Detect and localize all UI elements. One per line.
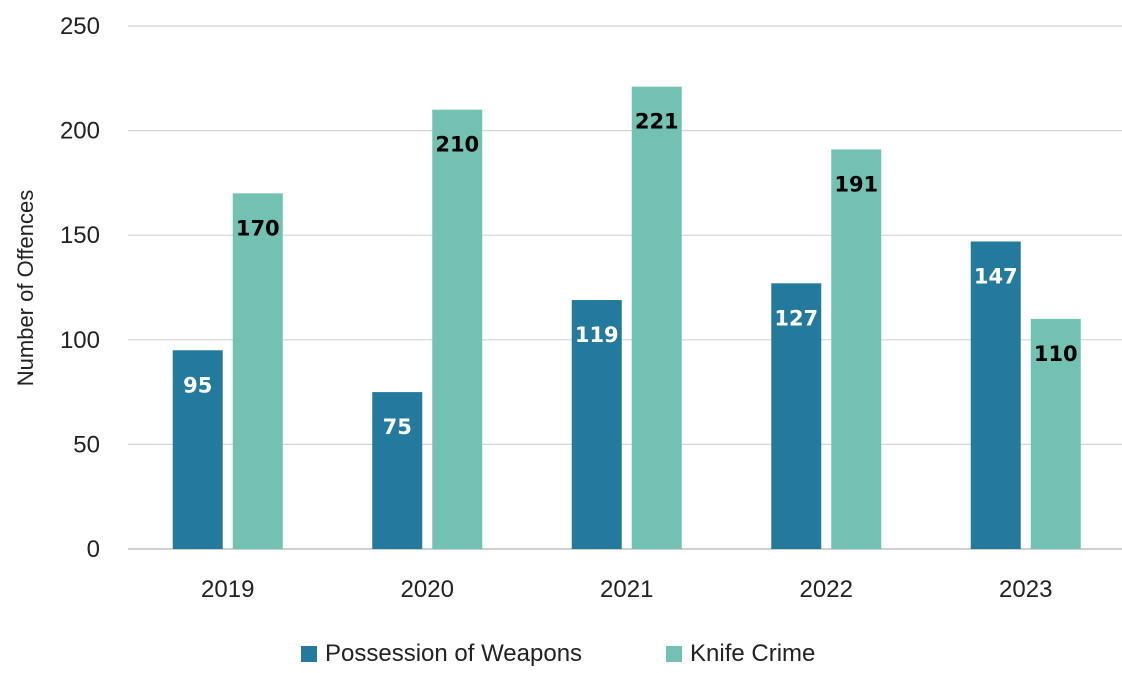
bar-knife-crime-2021 [631,86,682,549]
data-labels: 95 170 75 210 119 221 127 191 147 110 [183,110,1078,439]
legend-label: Knife Crime [690,640,815,667]
legend-swatch [301,646,317,662]
data-label: 75 [383,415,412,439]
bar-possession-of-weapons-2020 [372,392,423,549]
y-axis-tick-labels: 0 50 100 150 200 250 [60,13,100,563]
y-tick-label: 250 [60,13,100,40]
bar-possession-of-weapons-2022 [771,283,822,549]
y-axis-title: Number of Offences [13,190,38,386]
x-tick-label: 2019 [201,576,254,603]
data-label: 127 [774,306,818,330]
bar-possession-of-weapons-2021 [571,300,622,549]
x-tick-label: 2021 [600,576,653,603]
y-tick-label: 100 [60,327,100,354]
legend: Possession of Weapons Knife Crime [301,640,815,667]
bar-possession-of-weapons-2023 [970,241,1021,549]
bar-possession-of-weapons-2019 [172,350,223,549]
data-label: 170 [236,216,280,240]
legend-label: Possession of Weapons [325,640,582,667]
y-tick-label: 150 [60,222,100,249]
data-label: 147 [974,264,1018,288]
legend-swatch [666,646,682,662]
gridlines [128,25,1122,550]
x-tick-label: 2023 [999,576,1052,603]
x-axis-tick-labels: 2019 2020 2021 2022 2023 [201,576,1052,603]
data-label: 191 [834,172,878,196]
bar-knife-crime-2023 [1030,318,1081,549]
x-tick-label: 2020 [401,576,454,603]
data-label: 95 [183,373,212,397]
y-tick-label: 50 [73,431,100,458]
y-tick-label: 0 [87,536,100,563]
bar-knife-crime-2020 [432,109,483,550]
data-label: 110 [1034,342,1078,366]
bar-knife-crime-2019 [232,193,283,550]
y-tick-label: 200 [60,118,100,145]
bars [172,86,1081,550]
data-label: 221 [635,110,679,134]
x-tick-label: 2022 [800,576,853,603]
data-label: 210 [435,133,479,157]
data-label: 119 [575,323,619,347]
bar-knife-crime-2022 [831,149,882,550]
